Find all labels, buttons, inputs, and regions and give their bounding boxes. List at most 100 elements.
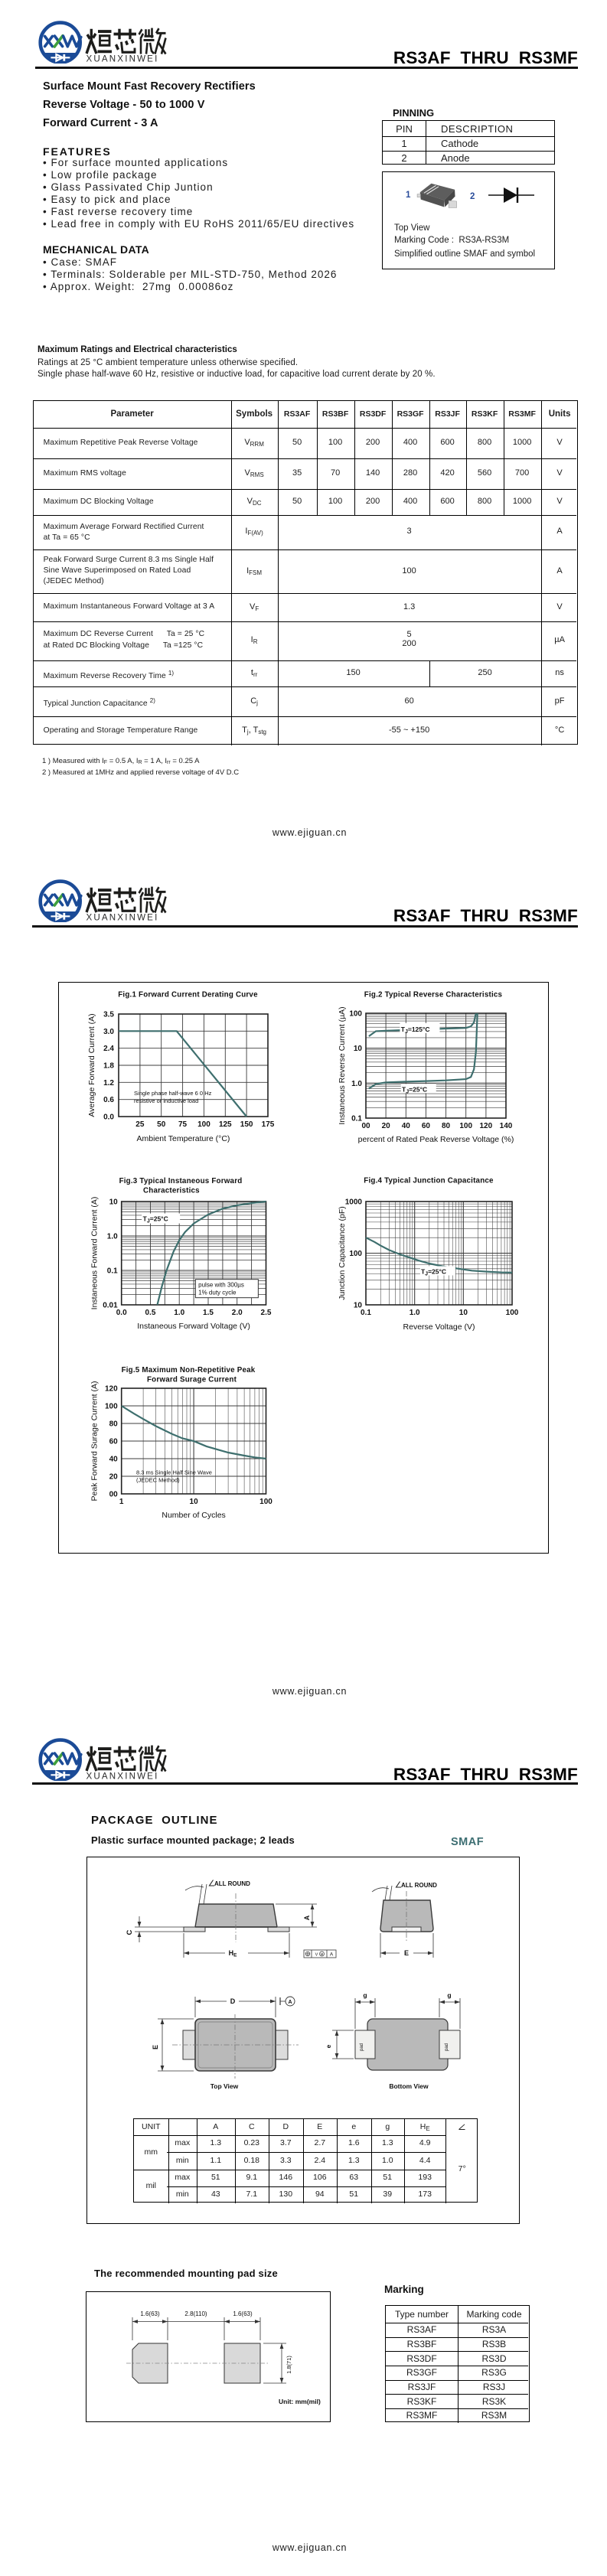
- svg-text:3.5: 3.5: [103, 1011, 114, 1019]
- svg-text:ALL ROUND: ALL ROUND: [401, 1882, 437, 1889]
- svg-text:100: 100: [197, 1120, 210, 1129]
- svg-text:Fig.5 Maximum Non-Repetitive: Fig.5 Maximum Non-Repetitive Peak: [122, 1366, 256, 1374]
- svg-text:1.0: 1.0: [107, 1233, 118, 1241]
- svg-text:120: 120: [105, 1385, 118, 1394]
- svg-text:Forward Surage Current: Forward Surage Current: [147, 1376, 237, 1384]
- svg-text:Characteristics: Characteristics: [143, 1187, 200, 1195]
- svg-text:100: 100: [259, 1498, 272, 1506]
- svg-text:Fig.1 Forward Current Deratin: Fig.1 Forward Current Derating Curve: [118, 991, 258, 999]
- svg-text:8.3 ms Single Half Sine Wave: 8.3 ms Single Half Sine Wave: [136, 1469, 212, 1476]
- svg-text:0.5: 0.5: [145, 1309, 156, 1317]
- svg-text:10: 10: [190, 1498, 199, 1506]
- svg-text:125: 125: [219, 1120, 232, 1129]
- svg-text:TJ=25°C: TJ=25°C: [402, 1085, 427, 1094]
- svg-text:100: 100: [459, 1122, 472, 1130]
- svg-text:E: E: [152, 2045, 159, 2049]
- svg-text:0.0: 0.0: [116, 1309, 127, 1317]
- svg-text:TJ=25°C: TJ=25°C: [421, 1267, 446, 1277]
- svg-text:2.4: 2.4: [103, 1045, 114, 1053]
- svg-text:TJ=25°C: TJ=25°C: [143, 1215, 168, 1224]
- svg-text:0.1: 0.1: [107, 1267, 118, 1276]
- svg-text:40: 40: [109, 1456, 119, 1464]
- svg-text:0.1: 0.1: [361, 1309, 371, 1317]
- svg-text:Instaneous Forward Current (A): Instaneous Forward Current (A): [90, 1197, 100, 1310]
- svg-text:g: g: [363, 1991, 367, 1999]
- svg-text:10: 10: [109, 1198, 119, 1207]
- svg-text:XUANXINWEI: XUANXINWEI: [86, 1772, 159, 1781]
- svg-text:0.0: 0.0: [103, 1114, 114, 1122]
- svg-text:1.0: 1.0: [351, 1080, 362, 1088]
- svg-text:40: 40: [402, 1122, 411, 1130]
- svg-text:XUANXINWEI: XUANXINWEI: [86, 54, 159, 64]
- svg-text:100: 100: [105, 1403, 118, 1411]
- svg-text:1.0: 1.0: [174, 1309, 184, 1317]
- svg-text:Fig.4 Typical Junction Capaci: Fig.4 Typical Junction Capacitance: [364, 1177, 494, 1185]
- svg-text:Ambient Temperature (°C): Ambient Temperature (°C): [137, 1134, 230, 1143]
- svg-text:TJ=125°C: TJ=125°C: [401, 1026, 430, 1035]
- svg-text:Top View: Top View: [210, 2082, 238, 2090]
- svg-text:100: 100: [349, 1010, 362, 1019]
- svg-text:1.6(63): 1.6(63): [140, 2310, 160, 2317]
- svg-text:Average Forward Current (A): Average Forward Current (A): [87, 1013, 96, 1117]
- svg-text:10: 10: [354, 1302, 363, 1310]
- svg-text:120: 120: [480, 1122, 493, 1130]
- svg-text:80: 80: [442, 1122, 451, 1130]
- svg-text:ALL ROUND: ALL ROUND: [214, 1880, 250, 1887]
- svg-text:75: 75: [178, 1120, 188, 1129]
- svg-text:Single phase half-wave 6 0 Hz: Single phase half-wave 6 0 Hz: [134, 1090, 212, 1097]
- svg-text:1.8(71): 1.8(71): [286, 2356, 292, 2374]
- svg-text:00: 00: [109, 1491, 119, 1499]
- svg-text:Bottom View: Bottom View: [389, 2082, 429, 2090]
- svg-text:100: 100: [506, 1309, 519, 1317]
- svg-text:pad: pad: [360, 2043, 364, 2051]
- svg-text:1.2: 1.2: [103, 1079, 114, 1087]
- svg-text:2.8(110): 2.8(110): [184, 2310, 207, 2317]
- svg-text:A: A: [329, 1952, 333, 1958]
- svg-text:80: 80: [109, 1420, 119, 1429]
- svg-text:Instaneous Reverse Current (µA: Instaneous Reverse Current (µA): [338, 1006, 347, 1124]
- svg-text:2.5: 2.5: [261, 1309, 272, 1317]
- svg-text:XUANXINWEI: XUANXINWEI: [86, 913, 159, 922]
- svg-text:E: E: [404, 1949, 409, 1957]
- svg-text:D: D: [230, 1997, 235, 2005]
- svg-text:1000: 1000: [345, 1198, 363, 1207]
- svg-text:20: 20: [382, 1122, 391, 1130]
- svg-text:1.5: 1.5: [203, 1309, 214, 1317]
- svg-text:1% duty cycle: 1% duty cycle: [198, 1290, 237, 1296]
- svg-text:10: 10: [354, 1045, 363, 1053]
- svg-text:percent of Rated Peak Reverse: percent of Rated Peak Reverse Voltage (%…: [358, 1135, 514, 1144]
- svg-text:1.8: 1.8: [103, 1062, 114, 1071]
- svg-text:00: 00: [361, 1122, 370, 1130]
- svg-text:60: 60: [422, 1122, 431, 1130]
- svg-text:60: 60: [109, 1438, 119, 1446]
- svg-text:1.6(63): 1.6(63): [233, 2310, 253, 2317]
- svg-text:3.0: 3.0: [103, 1028, 114, 1036]
- svg-text:Junction Capacitance (pF): Junction Capacitance (pF): [338, 1206, 347, 1300]
- svg-text:resistive or inductive load: resistive or inductive load: [134, 1097, 198, 1104]
- svg-text:Peak Forward Surage Current (A: Peak Forward Surage Current (A): [90, 1381, 100, 1502]
- svg-text:1: 1: [119, 1498, 124, 1506]
- svg-text:2.0: 2.0: [232, 1309, 243, 1317]
- svg-text:Fig.3 Typical Instaneous Forw: Fig.3 Typical Instaneous Forward: [119, 1177, 243, 1185]
- svg-text:50: 50: [157, 1120, 166, 1129]
- svg-text:HE: HE: [228, 1949, 237, 1958]
- svg-text:10: 10: [459, 1309, 468, 1317]
- svg-text:Unit: mm(mil): Unit: mm(mil): [279, 2398, 321, 2405]
- svg-text:M: M: [320, 1952, 323, 1956]
- svg-text:0.01: 0.01: [103, 1302, 118, 1310]
- svg-text:20: 20: [109, 1473, 119, 1482]
- svg-text:C: C: [126, 1929, 134, 1935]
- svg-text:100: 100: [349, 1250, 362, 1258]
- svg-text:25: 25: [135, 1120, 145, 1129]
- svg-text:Number of Cycles: Number of Cycles: [162, 1511, 225, 1520]
- svg-text:V: V: [315, 1953, 318, 1958]
- svg-text:A: A: [303, 1915, 311, 1920]
- svg-text:Reverse Voltage (V): Reverse Voltage (V): [403, 1322, 475, 1332]
- svg-text:175: 175: [262, 1120, 275, 1129]
- svg-text:A: A: [288, 2000, 292, 2005]
- svg-text:Fig.2 Typical Reverse Charact: Fig.2 Typical Reverse Characteristics: [364, 991, 503, 999]
- svg-text:(JEDEC Method): (JEDEC Method): [136, 1477, 180, 1484]
- svg-text:e: e: [325, 2044, 332, 2048]
- svg-text:0.1: 0.1: [351, 1115, 362, 1123]
- svg-text:140: 140: [500, 1122, 513, 1130]
